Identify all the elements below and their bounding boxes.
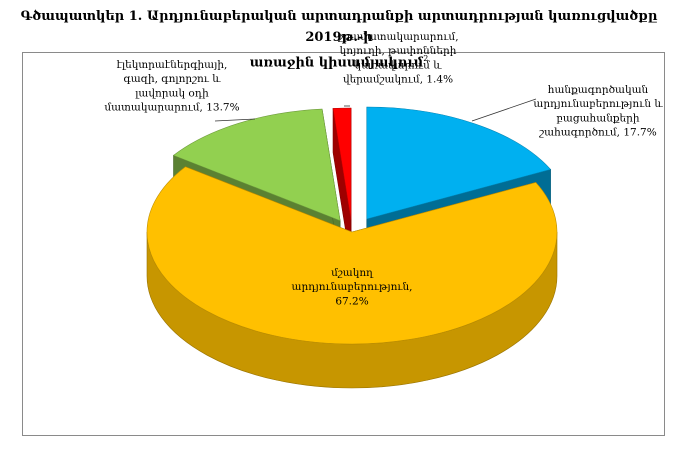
data-label-3-line-4: մատակարարում, 13.7% [104, 102, 239, 114]
chart-title: Գծապատկեր 1. Արդյունաբերական արտադրանքի … [0, 6, 678, 73]
pie-slice-3 [172, 108, 341, 222]
data-label-2-line-1: մշակող [331, 267, 374, 279]
data-label-1-line-4: շահագործում, 17.7% [538, 127, 656, 139]
data-label-2-line-2: արդյունաբերություն, [292, 281, 413, 293]
pie-tops [146, 106, 558, 345]
chart-title-line-2: առաջին կիսամյակում2 [0, 48, 678, 73]
data-label-4: ջրամատակարարում, կոյուղի, թափոնների կառավա… [337, 31, 458, 86]
pie-slice-4 [332, 107, 352, 221]
data-label-1-line-1: հանքագործական [548, 84, 649, 96]
chart-frame [22, 52, 665, 436]
data-label-2: մշակող արդյունաբերություն, 67.2% [292, 267, 413, 307]
data-label-1: հանքագործական արդյունաբերություն և բացահան… [533, 84, 663, 139]
data-label-4-line-3: կառավարում և [354, 59, 442, 71]
data-label-1-line-3: բացահանքերի [556, 112, 639, 124]
data-label-3-line-3: լավորակ օդի [135, 87, 209, 99]
chart-title-footnote: 2 [423, 54, 429, 63]
data-label-3-line-2: գազի, գոլորշու և [123, 73, 221, 85]
pie-slice-2 [146, 166, 558, 345]
chart-title-line-1: Գծապատկեր 1. Արդյունաբերական արտադրանքի … [20, 9, 658, 45]
chart-title-line-2-text: առաջին կիսամյակում [249, 55, 424, 71]
data-label-1-line-2: արդյունաբերություն և [533, 98, 663, 110]
data-label-4-line-2: կոյուղի, թափոնների [340, 45, 457, 57]
data-label-3: էլեկտրաէներգիայի, գազի, գոլորշու և լավորակ… [104, 59, 239, 114]
leader-line-3 [214, 118, 256, 122]
leader-line-1 [471, 98, 537, 122]
pie-slice-1 [366, 106, 552, 220]
data-label-2-line-3: 67.2% [335, 295, 368, 307]
data-label-4-line-1: ջրամատակարարում, [337, 31, 458, 43]
data-label-4-line-4: վերամշակում, 1.4% [343, 74, 453, 86]
data-label-3-line-1: էլեկտրաէներգիայի, [117, 59, 228, 71]
